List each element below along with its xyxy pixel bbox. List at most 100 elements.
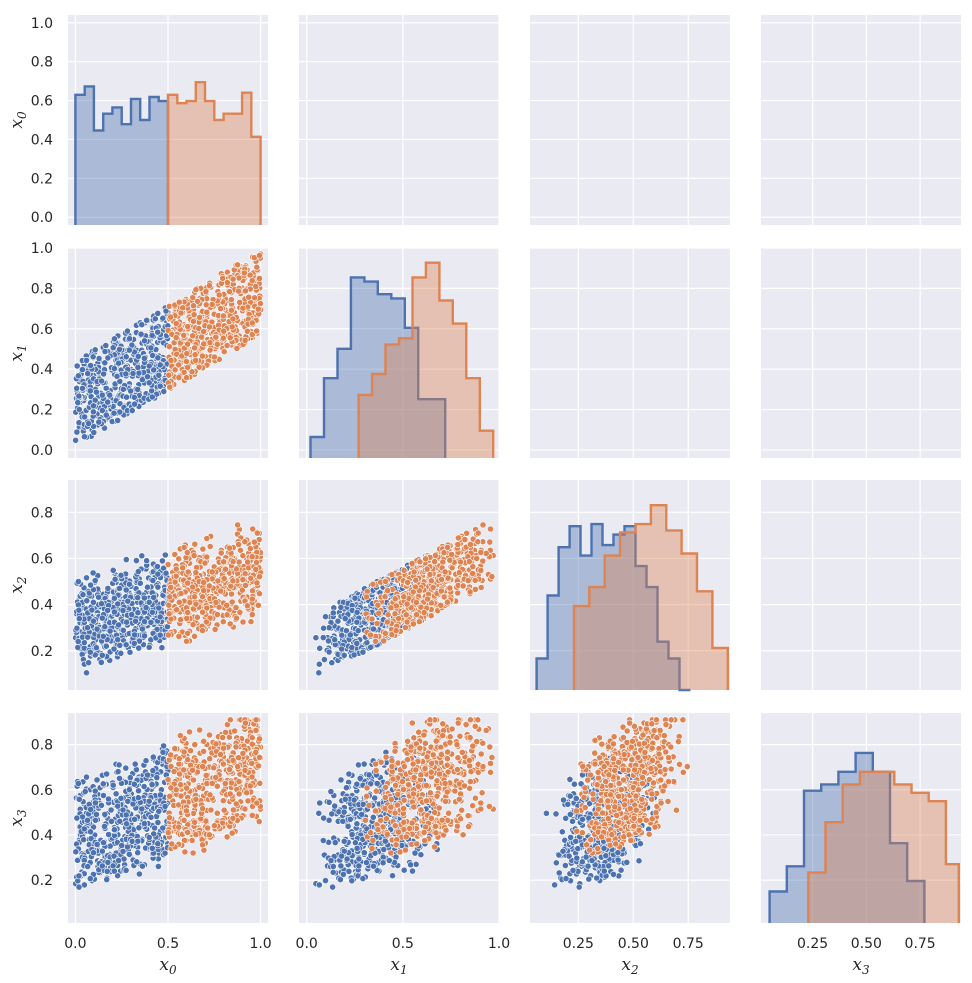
scatter-point-group-0 xyxy=(156,382,164,390)
scatter-point-group-1 xyxy=(435,804,443,812)
scatter-point-group-1 xyxy=(226,288,233,296)
scatter-point-group-0 xyxy=(320,814,327,822)
scatter-point-group-0 xyxy=(98,377,105,385)
scatter-point-group-0 xyxy=(116,642,124,649)
scatter-point-group-1 xyxy=(191,351,199,359)
scatter-point-group-0 xyxy=(319,837,327,844)
scatter-point-group-1 xyxy=(233,614,240,622)
scatter-point-group-0 xyxy=(95,593,102,601)
scatter-point-group-0 xyxy=(98,801,105,809)
scatter-point-group-0 xyxy=(98,614,106,622)
scatter-point-group-1 xyxy=(180,816,188,824)
scatter-point-group-1 xyxy=(226,620,234,628)
scatter-point-group-0 xyxy=(312,634,320,642)
scatter-point-group-1 xyxy=(427,577,435,585)
scatter-point-group-0 xyxy=(128,407,136,414)
scatter-point-group-1 xyxy=(180,331,188,339)
scatter-point-group-0 xyxy=(114,768,122,775)
scatter-point-group-1 xyxy=(232,800,240,808)
scatter-point-group-0 xyxy=(75,615,83,622)
plot-background xyxy=(530,15,730,225)
gridlines xyxy=(530,247,730,458)
scatter-point-group-0 xyxy=(154,309,162,317)
scatter-point-group-0 xyxy=(126,648,134,656)
scatter-point-group-1 xyxy=(398,778,406,785)
scatter-point-group-1 xyxy=(240,269,248,277)
scatter-point-group-1 xyxy=(192,600,200,608)
scatter-point-group-0 xyxy=(400,866,408,874)
scatter-point-group-0 xyxy=(116,408,124,416)
scatter-point-group-1 xyxy=(177,616,184,623)
scatter-point-group-1 xyxy=(477,549,485,556)
scatter-point-group-0 xyxy=(154,819,162,826)
scatter-point-group-0 xyxy=(129,370,137,377)
scatter-point-group-0 xyxy=(154,863,162,870)
scatter-point-group-1 xyxy=(373,620,381,627)
scatter-point-group-0 xyxy=(353,640,361,647)
scatter-point-group-0 xyxy=(74,644,82,651)
scatter-point-group-1 xyxy=(196,313,204,321)
scatter-point-group-1 xyxy=(226,766,233,773)
scatter-point-group-0 xyxy=(93,644,100,652)
scatter-point-group-1 xyxy=(408,719,416,727)
scatter-point-group-1 xyxy=(190,776,197,784)
scatter-point-group-0 xyxy=(141,632,148,640)
scatter-point-group-0 xyxy=(125,786,133,794)
scatter-point-group-0 xyxy=(161,803,169,810)
scatter-point-group-0 xyxy=(126,335,134,343)
scatter-point-group-0 xyxy=(153,563,161,570)
scatter-point-group-0 xyxy=(101,348,109,355)
scatter-point-group-0 xyxy=(131,760,139,768)
scatter-point-group-1 xyxy=(403,600,411,608)
scatter-point-group-1 xyxy=(465,558,473,565)
scatter-point-group-1 xyxy=(220,558,227,566)
scatter-point-group-0 xyxy=(75,780,82,787)
scatter-point-group-1 xyxy=(469,742,477,750)
scatter-point-group-1 xyxy=(384,611,392,619)
scatter-point-group-1 xyxy=(466,588,474,596)
scatter-point-group-0 xyxy=(122,370,130,378)
scatter-point-group-1 xyxy=(167,356,175,364)
scatter-point-group-1 xyxy=(391,595,399,603)
scatter-point-group-0 xyxy=(105,831,112,838)
scatter-point-group-0 xyxy=(98,862,106,870)
scatter-point-group-1 xyxy=(478,789,486,797)
scatter-point-group-0 xyxy=(137,330,145,338)
scatter-point-group-1 xyxy=(471,576,479,584)
scatter-point-group-1 xyxy=(175,633,183,640)
scatter-point-group-1 xyxy=(487,525,494,533)
scatter-point-group-0 xyxy=(156,613,164,621)
scatter-point-group-0 xyxy=(359,648,367,656)
scatter-point-group-0 xyxy=(128,611,136,618)
scatter-point-group-0 xyxy=(119,607,127,614)
scatter-point-group-1 xyxy=(454,534,462,542)
histogram-fill-group-0 xyxy=(310,277,446,458)
scatter-point-group-0 xyxy=(134,352,142,360)
scatter-point-group-0 xyxy=(72,436,79,444)
scatter-point-group-1 xyxy=(202,301,210,309)
scatter-point-group-0 xyxy=(363,859,370,866)
scatter-point-group-1 xyxy=(252,566,260,573)
scatter-point-group-0 xyxy=(131,631,138,639)
scatter-point-group-1 xyxy=(248,812,256,819)
scatter-point-group-0 xyxy=(345,770,353,778)
scatter-point-group-1 xyxy=(229,558,237,565)
scatter-point-group-0 xyxy=(90,408,97,416)
scatter-point-group-1 xyxy=(362,816,369,824)
scatter-point-group-0 xyxy=(159,314,167,322)
scatter-point-group-0 xyxy=(115,359,122,367)
scatter-point-group-1 xyxy=(189,332,196,340)
scatter-point-group-1 xyxy=(217,549,225,557)
scatter-point-group-1 xyxy=(229,757,237,764)
scatter-point-group-1 xyxy=(255,818,263,825)
scatter-point-group-1 xyxy=(165,601,173,609)
scatter-point-group-1 xyxy=(474,538,482,546)
scatter-point-group-0 xyxy=(138,625,146,633)
scatter-point-group-1 xyxy=(177,792,185,800)
scatter-point-group-0 xyxy=(98,391,106,399)
scatter-point-group-0 xyxy=(381,837,389,845)
scatter-point-group-0 xyxy=(84,370,92,377)
scatter-point-group-1 xyxy=(199,763,206,770)
scatter-point-group-1 xyxy=(444,574,452,582)
scatter-point-group-0 xyxy=(84,863,92,870)
